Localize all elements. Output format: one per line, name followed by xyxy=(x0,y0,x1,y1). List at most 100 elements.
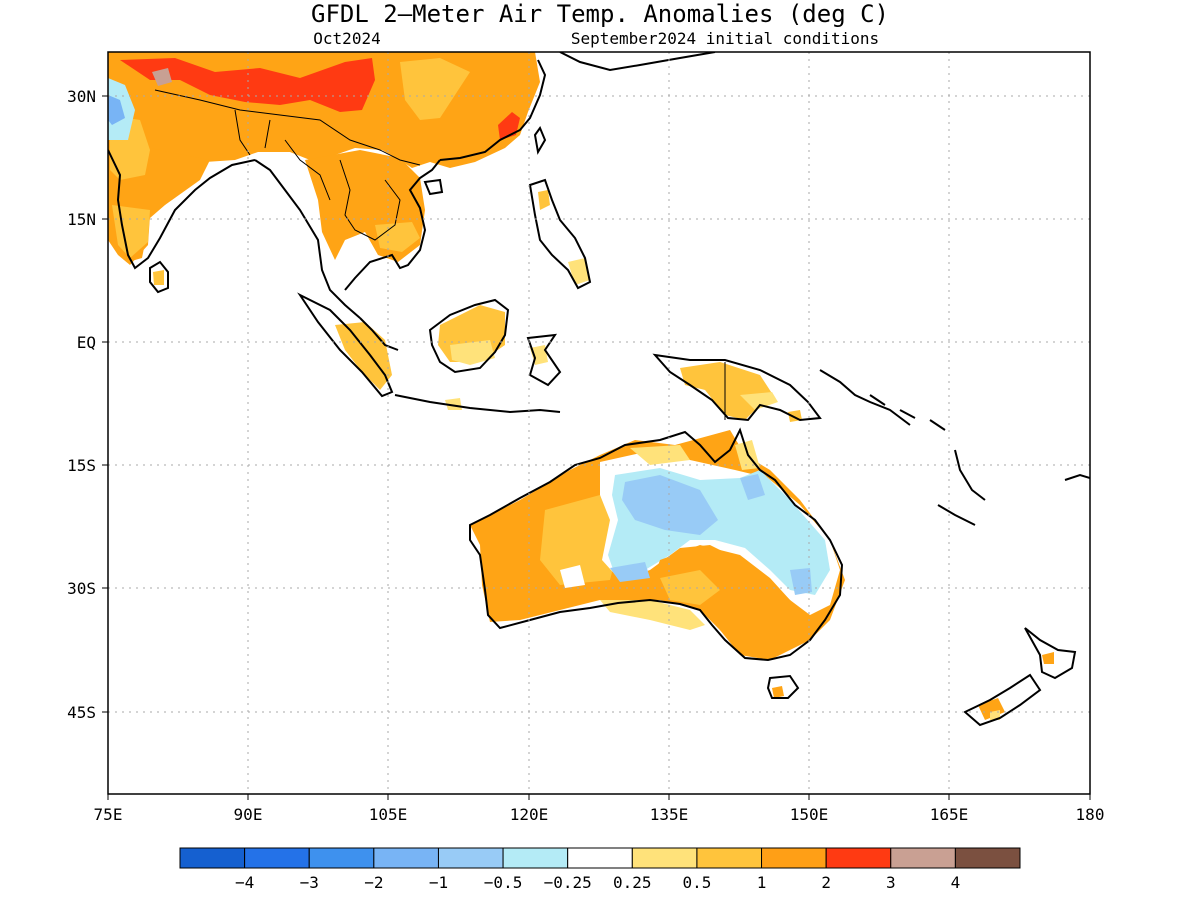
coast-newcaledonia xyxy=(937,504,976,526)
anomaly-region-australia-south-yellow xyxy=(600,600,705,630)
coast-philippines xyxy=(528,178,592,290)
coast-sumatra xyxy=(297,292,394,398)
colorbar-label: 3 xyxy=(886,873,896,892)
coast-india xyxy=(108,149,256,270)
coast-borneo xyxy=(428,298,510,374)
coast-newguinea xyxy=(652,353,822,422)
map-panel: 30N 15N EQ 15S 30S 45S 75E 90E 105E 120E… xyxy=(67,51,1105,824)
colorbar-swatch xyxy=(825,847,892,869)
lat-label: 15N xyxy=(67,210,96,229)
lat-label: 15S xyxy=(67,456,96,475)
coast-java xyxy=(394,394,561,414)
coast-taiwan xyxy=(533,125,547,155)
anomaly-region-australia-blue2 xyxy=(740,474,765,500)
border-china-south xyxy=(154,89,421,166)
lon-label: 135E xyxy=(650,805,689,824)
initial-conditions: September2024 initial conditions xyxy=(571,29,879,48)
anomaly-region-newguinea-yellow xyxy=(740,392,778,410)
anomaly-region-australia-white-w xyxy=(560,565,585,588)
anomaly-region-thailand-light xyxy=(375,222,420,252)
border-myanmar xyxy=(284,139,331,201)
anomaly-region-tibet-grey xyxy=(152,68,172,86)
lon-label: 180 xyxy=(1076,805,1105,824)
colorbar-label: −3 xyxy=(300,873,319,892)
lon-label: 150E xyxy=(790,805,829,824)
anomaly-region-china-light xyxy=(400,58,470,120)
colorbar: −4 −3 −2 −1 −0.5 −0.25 0.25 0.5 1 2 3 4 xyxy=(179,847,1021,892)
coast-newzealand-south xyxy=(963,673,1042,727)
colorbar-swatch xyxy=(954,847,1021,869)
colorbar-label: −0.25 xyxy=(544,873,592,892)
lon-label: 165E xyxy=(930,805,969,824)
anomaly-region-sumatra xyxy=(335,322,392,390)
graticule xyxy=(108,52,1090,794)
colorbar-swatch xyxy=(179,847,246,869)
lon-label: 90E xyxy=(234,805,263,824)
coast-bay-bengal-east xyxy=(254,159,361,319)
border-tibet-inner xyxy=(234,109,271,156)
coast-hainan xyxy=(423,178,444,196)
coast-solomons xyxy=(869,394,946,431)
anomaly-region-australia-light xyxy=(540,495,620,585)
colorbar-swatch xyxy=(696,847,763,869)
lon-labels: 75E 90E 105E 120E 135E 150E 165E 180 xyxy=(94,805,1105,824)
coast-japan-korea xyxy=(559,52,716,72)
colorbar-swatch xyxy=(631,847,698,869)
anomaly-fields xyxy=(108,52,1054,720)
colorbar-label: 4 xyxy=(951,873,961,892)
colorbar-swatch xyxy=(373,847,439,869)
colorbar-swatch xyxy=(890,847,956,869)
coast-fiji xyxy=(1064,473,1090,481)
colorbar-label: 1 xyxy=(757,873,767,892)
anomaly-region-newzealand-north xyxy=(1042,652,1054,664)
lon-label: 120E xyxy=(510,805,549,824)
colorbar-swatch xyxy=(567,847,633,869)
coast-sulawesi xyxy=(526,333,562,387)
colorbar-label: 2 xyxy=(821,873,831,892)
coast-indochina xyxy=(344,159,441,291)
borders xyxy=(154,89,726,420)
border-indochina xyxy=(339,159,401,241)
coast-tasmania xyxy=(766,674,800,699)
lon-label: 105E xyxy=(369,805,408,824)
colorbar-label: −4 xyxy=(235,873,254,892)
coast-srilanka xyxy=(149,260,169,294)
lat-labels: 30N 15N EQ 15S 30S 45S xyxy=(67,87,96,722)
anomaly-region-philippines xyxy=(538,190,550,210)
anomaly-region-tasmania xyxy=(772,686,784,698)
anomaly-region-australia-north-yellow xyxy=(630,445,690,465)
colorbar-label: −0.5 xyxy=(484,873,523,892)
coast-vanuatu xyxy=(954,449,986,501)
colorbar-swatch xyxy=(761,847,827,869)
coast-malaya xyxy=(359,317,399,351)
colorbar-label: 0.5 xyxy=(682,873,711,892)
anomaly-region-australia-blue4 xyxy=(610,562,650,582)
colorbar-swatch xyxy=(244,847,310,869)
anomaly-region-tibet-red xyxy=(120,58,375,112)
anomaly-region-pakistan-blue xyxy=(108,95,125,125)
colorbar-label: −1 xyxy=(429,873,448,892)
map-title: GFDL 2—Meter Air Temp. Anomalies (deg C) xyxy=(311,0,889,28)
map-frame xyxy=(107,51,1091,795)
coast-bismarck xyxy=(819,369,911,426)
coast-newzealand-north xyxy=(1024,627,1077,680)
coast-china xyxy=(439,59,547,161)
colorbar-swatch xyxy=(308,847,375,869)
colorbar-swatch xyxy=(437,847,504,869)
anomaly-region-borneo-yellow xyxy=(450,340,495,365)
anomaly-region-srilanka xyxy=(153,270,164,285)
lat-label: 30S xyxy=(67,579,96,598)
lon-label: 75E xyxy=(94,805,123,824)
axis-ticks xyxy=(102,95,1091,800)
coast-australia xyxy=(469,427,844,662)
lat-label: 45S xyxy=(67,703,96,722)
forecast-month: Oct2024 xyxy=(313,29,380,48)
colorbar-label: −2 xyxy=(364,873,383,892)
colorbar-label: 0.25 xyxy=(613,873,652,892)
lat-label: EQ xyxy=(77,333,96,352)
lat-label: 30N xyxy=(67,87,96,106)
anomaly-region-australia-blue xyxy=(622,475,718,535)
coastlines xyxy=(108,52,1090,727)
colorbar-swatch xyxy=(502,847,569,869)
